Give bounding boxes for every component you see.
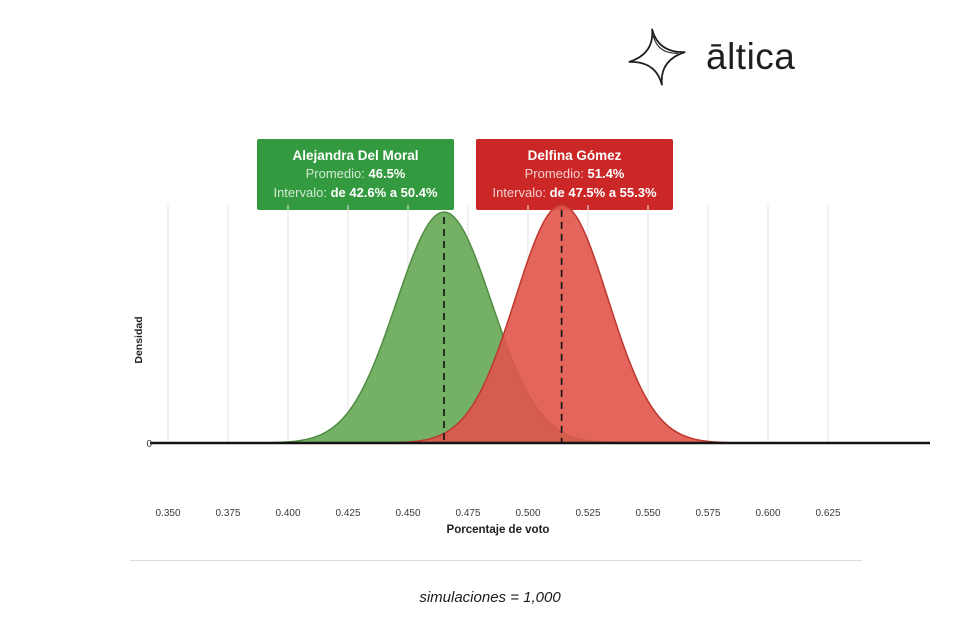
intervalo-value: de 47.5% a 55.3% <box>549 184 657 200</box>
x-tick-label: 0.450 <box>395 508 420 519</box>
x-tick-label: 0.525 <box>575 508 600 519</box>
x-tick-label: 0.600 <box>755 508 780 519</box>
y-axis-title: Densidad <box>133 316 145 363</box>
x-tick-label: 0.475 <box>455 508 480 519</box>
x-tick-label: 0.400 <box>275 508 300 519</box>
candidate-name: Alejandra Del Moral <box>292 148 419 163</box>
intervalo-label: Intervalo: <box>492 184 546 200</box>
density-chart: 0.350 0.375 0.400 0.425 0.450 0.475 0.500 0.525… <box>133 204 930 536</box>
x-tick-label: 0.550 <box>635 508 660 519</box>
x-tick-label: 0.350 <box>155 508 180 519</box>
brand-logo: āltica <box>626 26 795 88</box>
promedio-label: Promedio: <box>524 166 584 182</box>
promedio-label: Promedio: <box>305 166 365 182</box>
intervalo-label: Intervalo: <box>273 184 327 200</box>
promedio-value: 46.5% <box>368 166 406 182</box>
x-tick-label: 0.500 <box>515 508 540 519</box>
simulations-note: simulaciones = 1,000 <box>419 589 561 606</box>
x-tick-label: 0.375 <box>215 508 240 519</box>
sparkle-star-icon <box>628 28 686 86</box>
promedio-line: Promedio: 46.5% <box>270 165 441 183</box>
brand-name: āltica <box>706 36 796 77</box>
intervalo-line: Intervalo: de 42.6% a 50.4% <box>270 184 441 202</box>
x-tick-label: 0.575 <box>695 508 720 519</box>
candidate-card-gomez: Delfina Gómez Promedio: 51.4% Intervalo:… <box>476 139 673 211</box>
candidate-card-del-moral: Alejandra Del Moral Promedio: 46.5% Inte… <box>257 139 454 211</box>
promedio-line: Promedio: 51.4% <box>489 165 660 183</box>
intervalo-line: Intervalo: de 47.5% a 55.3% <box>489 184 660 202</box>
x-tick-label: 0.425 <box>335 508 360 519</box>
candidate-name: Delfina Gómez <box>527 148 622 163</box>
y-zero-label: 0 <box>146 439 152 450</box>
legend-row: Alejandra Del Moral Promedio: 46.5% Inte… <box>257 139 673 211</box>
x-axis-title: Porcentaje de voto <box>447 524 550 536</box>
intervalo-value: de 42.6% a 50.4% <box>330 184 438 200</box>
density-curve <box>151 204 876 444</box>
bottom-divider <box>130 560 862 561</box>
x-tick-label: 0.625 <box>815 508 840 519</box>
promedio-value: 51.4% <box>587 166 625 182</box>
